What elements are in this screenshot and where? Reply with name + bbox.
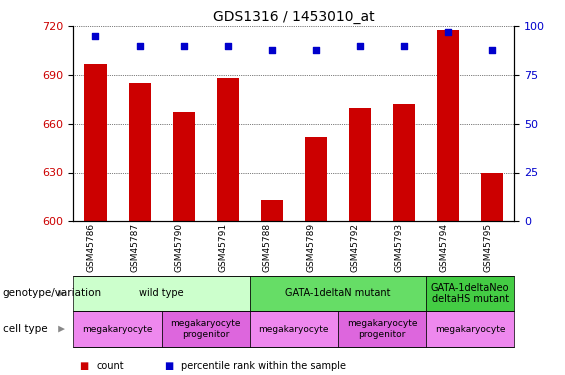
Bar [305, 137, 327, 221]
Bar [481, 172, 503, 221]
Text: GSM45789: GSM45789 [307, 223, 316, 272]
Text: genotype/variation: genotype/variation [3, 288, 102, 298]
Bar [85, 64, 106, 221]
Bar [393, 104, 415, 221]
Bar [217, 78, 238, 221]
Text: wild type: wild type [140, 288, 184, 298]
Point [223, 43, 232, 49]
Bar [261, 200, 283, 221]
Point [444, 29, 453, 35]
Text: GATA-1deltaN mutant: GATA-1deltaN mutant [285, 288, 390, 298]
Text: GSM45790: GSM45790 [175, 223, 184, 272]
Text: ■: ■ [164, 361, 173, 370]
Text: GSM45792: GSM45792 [351, 223, 360, 272]
Text: GSM45788: GSM45788 [263, 223, 272, 272]
Text: GSM45787: GSM45787 [131, 223, 140, 272]
Title: GDS1316 / 1453010_at: GDS1316 / 1453010_at [213, 10, 375, 24]
Point [355, 43, 364, 49]
Text: GSM45794: GSM45794 [439, 223, 448, 272]
Text: cell type: cell type [3, 324, 47, 334]
Point [399, 43, 408, 49]
Text: megakaryocyte: megakaryocyte [82, 324, 153, 334]
Text: GSM45793: GSM45793 [395, 223, 404, 272]
Point [135, 43, 144, 49]
Text: megakaryocyte
progenitor: megakaryocyte progenitor [171, 320, 241, 339]
Text: ■: ■ [79, 361, 88, 370]
Text: count: count [96, 361, 124, 370]
Text: megakaryocyte: megakaryocyte [435, 324, 505, 334]
Point [179, 43, 188, 49]
Point [488, 46, 497, 53]
Bar [173, 112, 194, 221]
Text: GSM45795: GSM45795 [483, 223, 492, 272]
Text: percentile rank within the sample: percentile rank within the sample [181, 361, 346, 370]
Point [267, 46, 276, 53]
Point [91, 33, 100, 39]
Bar [128, 83, 150, 221]
Text: megakaryocyte
progenitor: megakaryocyte progenitor [347, 320, 417, 339]
Text: GSM45791: GSM45791 [219, 223, 228, 272]
Bar [437, 30, 459, 221]
Point [311, 46, 320, 53]
Text: megakaryocyte: megakaryocyte [259, 324, 329, 334]
Text: GATA-1deltaNeo
deltaHS mutant: GATA-1deltaNeo deltaHS mutant [431, 283, 509, 304]
Bar [349, 108, 371, 221]
Text: GSM45786: GSM45786 [86, 223, 95, 272]
